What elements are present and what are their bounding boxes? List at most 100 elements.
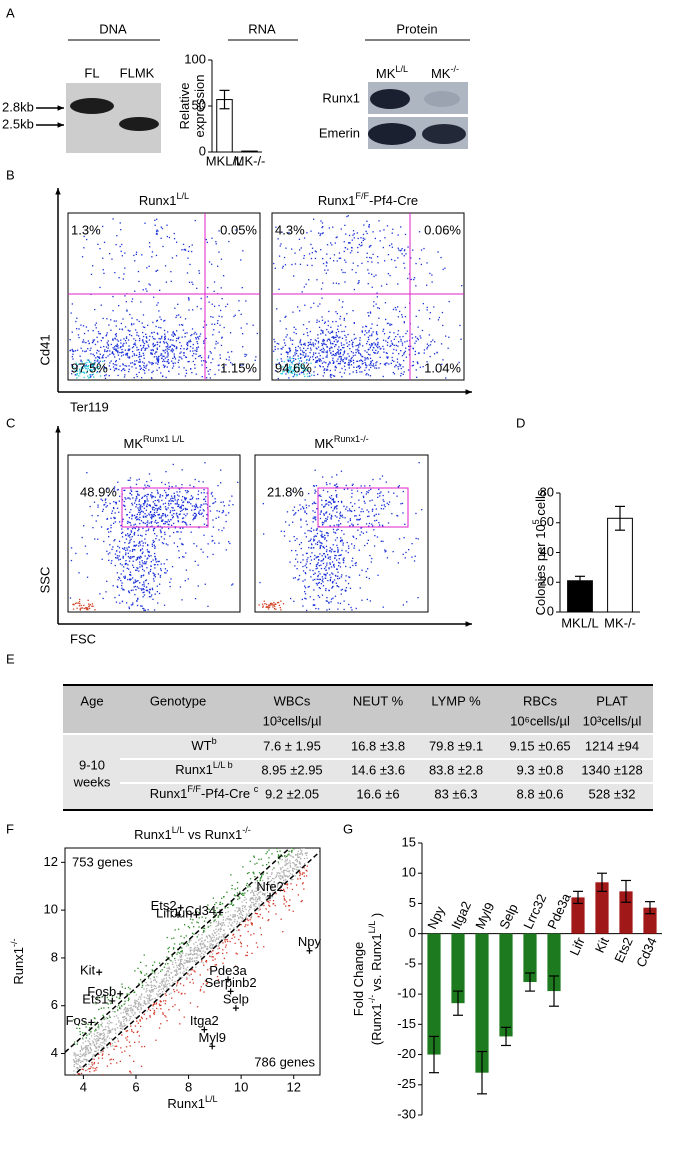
event-dot (154, 338, 156, 340)
event-dot (78, 375, 80, 377)
event-dot (361, 363, 363, 365)
event-dot (415, 315, 417, 317)
gene-dot (138, 1041, 140, 1043)
event-dot (165, 521, 167, 523)
event-dot (334, 507, 336, 509)
event-dot (402, 366, 404, 368)
event-dot (92, 363, 94, 365)
event-dot (335, 495, 337, 497)
event-dot (148, 551, 150, 554)
event-dot (367, 515, 369, 518)
event-dot (139, 337, 141, 340)
event-dot (86, 472, 88, 474)
gene-dot (133, 991, 135, 994)
event-dot (154, 552, 156, 555)
event-dot (319, 541, 321, 544)
event-dot (417, 597, 419, 599)
gene-dot (101, 1054, 103, 1056)
quadrant-percent: 0.05% (220, 222, 257, 237)
event-dot (194, 364, 196, 366)
event-dot (343, 557, 345, 559)
event-dot (327, 579, 329, 582)
gene-dot (176, 973, 179, 975)
event-dot (325, 600, 327, 602)
gene-dot (151, 969, 153, 971)
event-dot (131, 490, 133, 492)
event-dot (154, 533, 156, 535)
event-dot (366, 372, 368, 375)
event-dot (109, 552, 111, 554)
event-dot (313, 302, 315, 304)
event-dot (160, 327, 162, 329)
event-dot (130, 531, 133, 533)
event-dot (180, 345, 183, 347)
event-dot (148, 591, 150, 593)
event-dot (142, 331, 144, 334)
event-dot (332, 321, 334, 323)
event-dot (351, 343, 353, 345)
event-dot (217, 485, 219, 487)
event-dot (319, 358, 321, 360)
event-dot (143, 574, 145, 576)
column-header: LYMP % (431, 693, 481, 708)
event-dot (334, 345, 336, 348)
event-dot (199, 513, 201, 515)
event-dot (238, 300, 240, 302)
event-dot (146, 567, 148, 569)
event-dot (307, 529, 309, 532)
event-dot (391, 232, 393, 234)
event-dot (145, 486, 147, 488)
panel-label: D (516, 415, 525, 430)
event-dot (156, 218, 158, 220)
event-dot (315, 340, 318, 342)
event-dot (328, 602, 330, 604)
event-dot (148, 554, 150, 556)
event-dot (344, 271, 346, 274)
quadrant-percent: 1.3% (71, 222, 101, 237)
event-dot (122, 364, 124, 366)
event-dot (325, 500, 327, 502)
event-dot (141, 535, 143, 537)
event-dot (319, 545, 321, 547)
event-dot (237, 481, 239, 483)
event-dot (115, 244, 117, 246)
band (119, 117, 159, 131)
event-dot (156, 585, 158, 587)
event-dot (220, 344, 223, 347)
event-dot (368, 331, 370, 333)
gene-dot (176, 953, 178, 955)
event-dot (349, 242, 351, 244)
event-dot (186, 508, 188, 510)
gene-dot (161, 991, 164, 993)
gene-dot (249, 899, 251, 902)
event-dot (144, 494, 146, 497)
gene-dot (243, 899, 245, 901)
event-dot (313, 371, 315, 373)
event-dot (99, 364, 102, 367)
gene-dot (259, 927, 261, 929)
event-dot (299, 340, 301, 342)
table-cell: 9.2 ±2.05 (265, 786, 319, 801)
event-dot (333, 566, 335, 568)
event-dot (220, 501, 222, 503)
event-dot (421, 509, 423, 511)
event-dot (327, 554, 329, 556)
event-dot (79, 363, 82, 365)
event-dot (163, 604, 166, 606)
event-dot (358, 506, 360, 509)
row-label: Emerin (319, 125, 360, 140)
event-dot (142, 326, 145, 328)
event-dot (333, 337, 335, 340)
event-dot (116, 368, 118, 370)
event-dot (133, 338, 135, 340)
event-dot (397, 366, 399, 368)
gene-dot (97, 1036, 99, 1038)
event-dot (329, 350, 331, 352)
event-dot (429, 344, 432, 346)
event-dot (289, 365, 291, 368)
event-dot (125, 538, 128, 540)
event-dot (342, 359, 345, 361)
event-dot (117, 350, 119, 352)
event-dot (334, 353, 337, 355)
event-dot (111, 510, 114, 512)
